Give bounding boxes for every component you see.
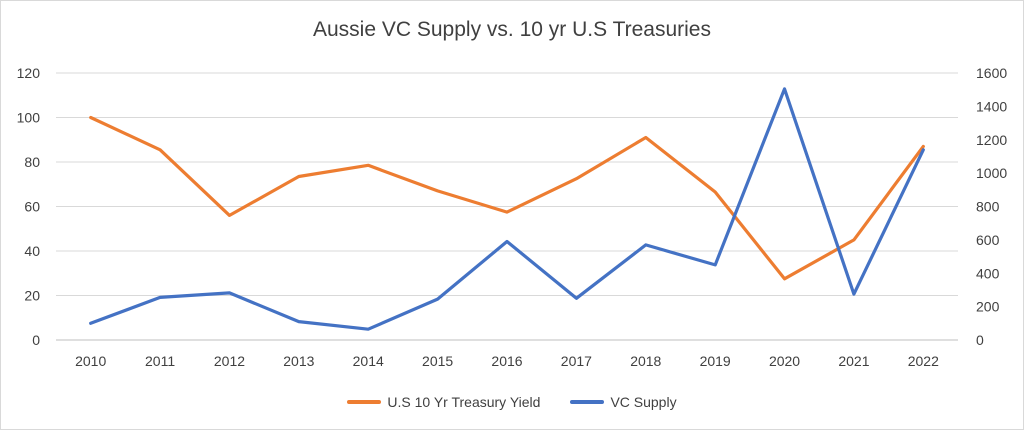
y-left-tick-label: 100 [17,110,41,126]
y-right-tick-label: 400 [976,265,1000,281]
y-right-tick-label: 1600 [976,65,1007,81]
chart-title: Aussie VC Supply vs. 10 yr U.S Treasurie… [313,18,711,41]
x-tick-label: 2013 [283,353,314,369]
x-tick-label: 2015 [422,353,453,369]
x-tick-label: 2017 [561,353,592,369]
y-right-tick-label: 200 [976,299,1000,315]
y-left-tick-label: 60 [24,199,40,215]
legend-label-treasury: U.S 10 Yr Treasury Yield [387,394,541,410]
x-tick-label: 2016 [491,353,522,369]
chart-legend: U.S 10 Yr Treasury Yield VC Supply [0,394,1024,410]
y-right-tick-label: 1200 [976,132,1007,148]
y-left-tick-label: 120 [17,65,41,81]
y-left-tick-label: 80 [24,154,40,170]
x-tick-label: 2020 [769,353,800,369]
x-tick-label: 2012 [214,353,245,369]
y-right-tick-label: 0 [976,332,984,348]
y-right-tick-label: 600 [976,232,1000,248]
x-tick-label: 2011 [145,353,175,369]
x-tick-label: 2019 [700,353,731,369]
y-left-tick-label: 40 [24,243,40,259]
x-tick-label: 2010 [75,353,106,369]
x-tick-label: 2022 [908,353,939,369]
series-line-vc-supply [89,87,925,331]
x-tick-label: 2018 [630,353,661,369]
x-tick-label: 2014 [353,353,384,369]
y-left-tick-label: 0 [32,332,40,348]
legend-swatch-treasury [347,400,382,404]
y-right-tick-label: 800 [976,199,1000,215]
legend-item-vc-supply: VC Supply [570,394,677,410]
series-line-treasury-yield [89,115,925,281]
legend-swatch-vc-supply [570,400,605,404]
y-right-tick-label: 1400 [976,98,1007,114]
legend-item-treasury: U.S 10 Yr Treasury Yield [347,394,540,410]
legend-label-vc-supply: VC Supply [610,394,677,410]
y-right-tick-label: 1000 [976,165,1007,181]
y-left-tick-label: 20 [24,288,40,304]
x-tick-label: 2021 [838,353,869,369]
